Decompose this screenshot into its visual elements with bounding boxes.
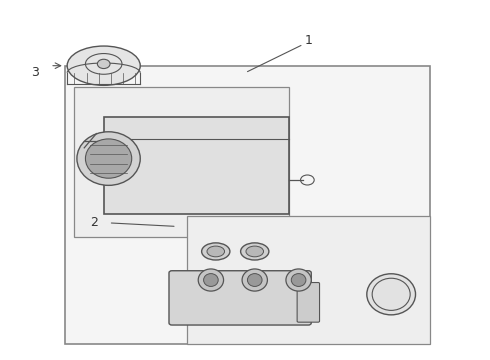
Ellipse shape (207, 246, 224, 257)
Ellipse shape (203, 274, 218, 287)
Ellipse shape (85, 139, 132, 178)
Ellipse shape (198, 269, 223, 291)
Ellipse shape (202, 243, 230, 260)
Ellipse shape (246, 246, 264, 257)
Ellipse shape (247, 274, 262, 287)
Ellipse shape (77, 132, 140, 185)
Ellipse shape (67, 46, 140, 85)
Bar (74, 87, 289, 237)
Ellipse shape (242, 269, 268, 291)
Bar (104, 117, 289, 214)
Ellipse shape (291, 274, 306, 287)
Ellipse shape (367, 274, 416, 315)
Text: 3: 3 (31, 66, 39, 79)
Ellipse shape (241, 243, 269, 260)
Text: 1: 1 (304, 34, 312, 47)
Bar (65, 66, 430, 344)
Ellipse shape (286, 269, 311, 291)
Text: 2: 2 (90, 216, 98, 229)
Circle shape (98, 59, 110, 68)
Bar (187, 216, 430, 344)
FancyBboxPatch shape (169, 271, 311, 325)
FancyBboxPatch shape (297, 283, 319, 322)
